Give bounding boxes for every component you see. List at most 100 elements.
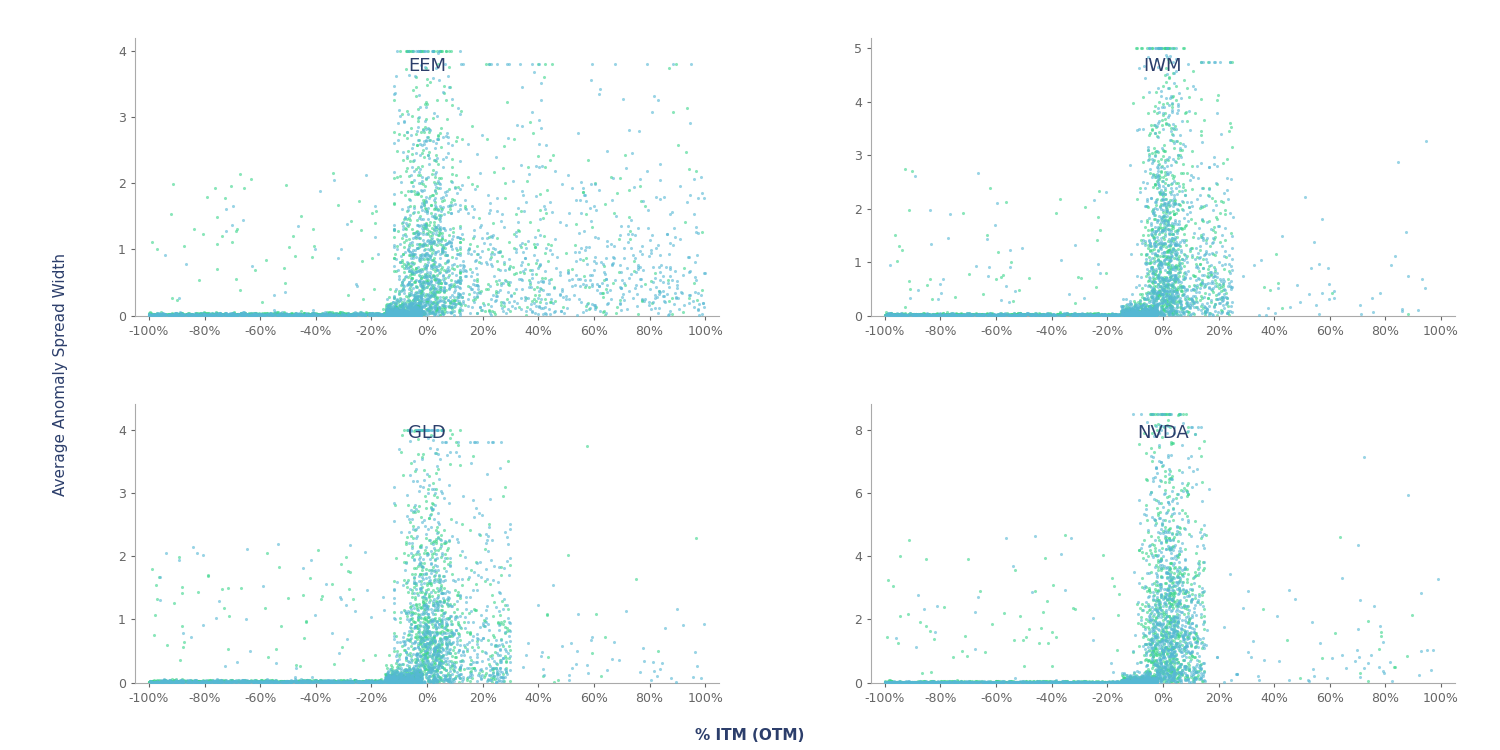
Point	[382, 674, 406, 686]
Point	[380, 676, 404, 688]
Point	[416, 148, 440, 160]
Point	[1140, 676, 1164, 688]
Point	[1125, 674, 1149, 686]
Point	[390, 304, 414, 316]
Point	[382, 292, 406, 304]
Point	[388, 668, 412, 680]
Point	[1138, 307, 1162, 319]
Point	[1138, 408, 1162, 420]
Point	[1168, 129, 1192, 141]
Point	[946, 309, 970, 321]
Point	[1138, 257, 1162, 269]
Point	[148, 676, 172, 688]
Point	[1101, 309, 1125, 321]
Point	[1030, 676, 1054, 688]
Point	[436, 656, 460, 668]
Point	[482, 628, 506, 640]
Point	[440, 267, 464, 279]
Point	[382, 308, 406, 320]
Point	[972, 676, 996, 688]
Point	[410, 292, 434, 304]
Point	[1044, 676, 1068, 688]
Point	[392, 248, 416, 260]
Point	[1162, 196, 1186, 208]
Point	[489, 214, 513, 226]
Point	[876, 308, 900, 320]
Point	[1119, 309, 1143, 321]
Point	[1142, 622, 1166, 634]
Point	[396, 586, 420, 598]
Point	[447, 670, 471, 682]
Point	[159, 309, 183, 321]
Point	[1144, 308, 1168, 320]
Point	[488, 619, 512, 631]
Point	[624, 251, 648, 263]
Point	[406, 610, 430, 622]
Point	[1074, 676, 1098, 688]
Point	[1124, 674, 1148, 686]
Point	[444, 130, 468, 142]
Point	[1134, 676, 1158, 688]
Point	[194, 310, 217, 322]
Point	[470, 232, 494, 244]
Point	[424, 651, 448, 663]
Point	[1130, 42, 1154, 54]
Point	[426, 604, 450, 616]
Point	[980, 309, 1004, 321]
Point	[1180, 584, 1204, 596]
Point	[992, 309, 1016, 321]
Point	[1144, 675, 1168, 687]
Point	[1140, 309, 1164, 321]
Point	[945, 310, 969, 322]
Point	[209, 676, 232, 688]
Point	[1110, 674, 1134, 686]
Point	[207, 676, 231, 688]
Point	[386, 302, 410, 314]
Point	[411, 228, 435, 240]
Point	[1143, 612, 1167, 624]
Point	[344, 309, 368, 321]
Point	[1185, 251, 1209, 262]
Point	[957, 308, 981, 320]
Point	[217, 310, 242, 322]
Point	[153, 675, 177, 687]
Point	[1149, 644, 1173, 656]
Point	[1132, 673, 1156, 685]
Point	[880, 309, 904, 321]
Point	[232, 308, 256, 320]
Point	[459, 672, 483, 684]
Point	[1144, 307, 1168, 319]
Point	[352, 308, 376, 320]
Point	[348, 676, 372, 688]
Point	[182, 676, 206, 688]
Point	[416, 663, 440, 675]
Point	[427, 285, 451, 297]
Point	[1118, 676, 1142, 688]
Point	[216, 676, 240, 688]
Point	[465, 274, 489, 286]
Point	[230, 308, 254, 320]
Point	[904, 676, 928, 688]
Point	[280, 309, 304, 321]
Point	[308, 675, 332, 687]
Point	[1072, 309, 1096, 321]
Point	[1132, 676, 1156, 688]
Point	[330, 309, 354, 321]
Point	[964, 308, 988, 320]
Point	[423, 283, 447, 295]
Point	[1019, 676, 1042, 688]
Point	[1102, 308, 1126, 320]
Point	[1036, 676, 1060, 688]
Point	[1172, 583, 1196, 595]
Point	[1168, 301, 1192, 313]
Point	[1168, 674, 1192, 686]
Point	[495, 622, 519, 634]
Point	[411, 634, 435, 646]
Point	[1178, 461, 1202, 473]
Point	[429, 299, 453, 311]
Point	[423, 642, 447, 654]
Point	[384, 307, 408, 319]
Point	[350, 675, 374, 687]
Point	[1162, 170, 1186, 182]
Point	[432, 293, 456, 305]
